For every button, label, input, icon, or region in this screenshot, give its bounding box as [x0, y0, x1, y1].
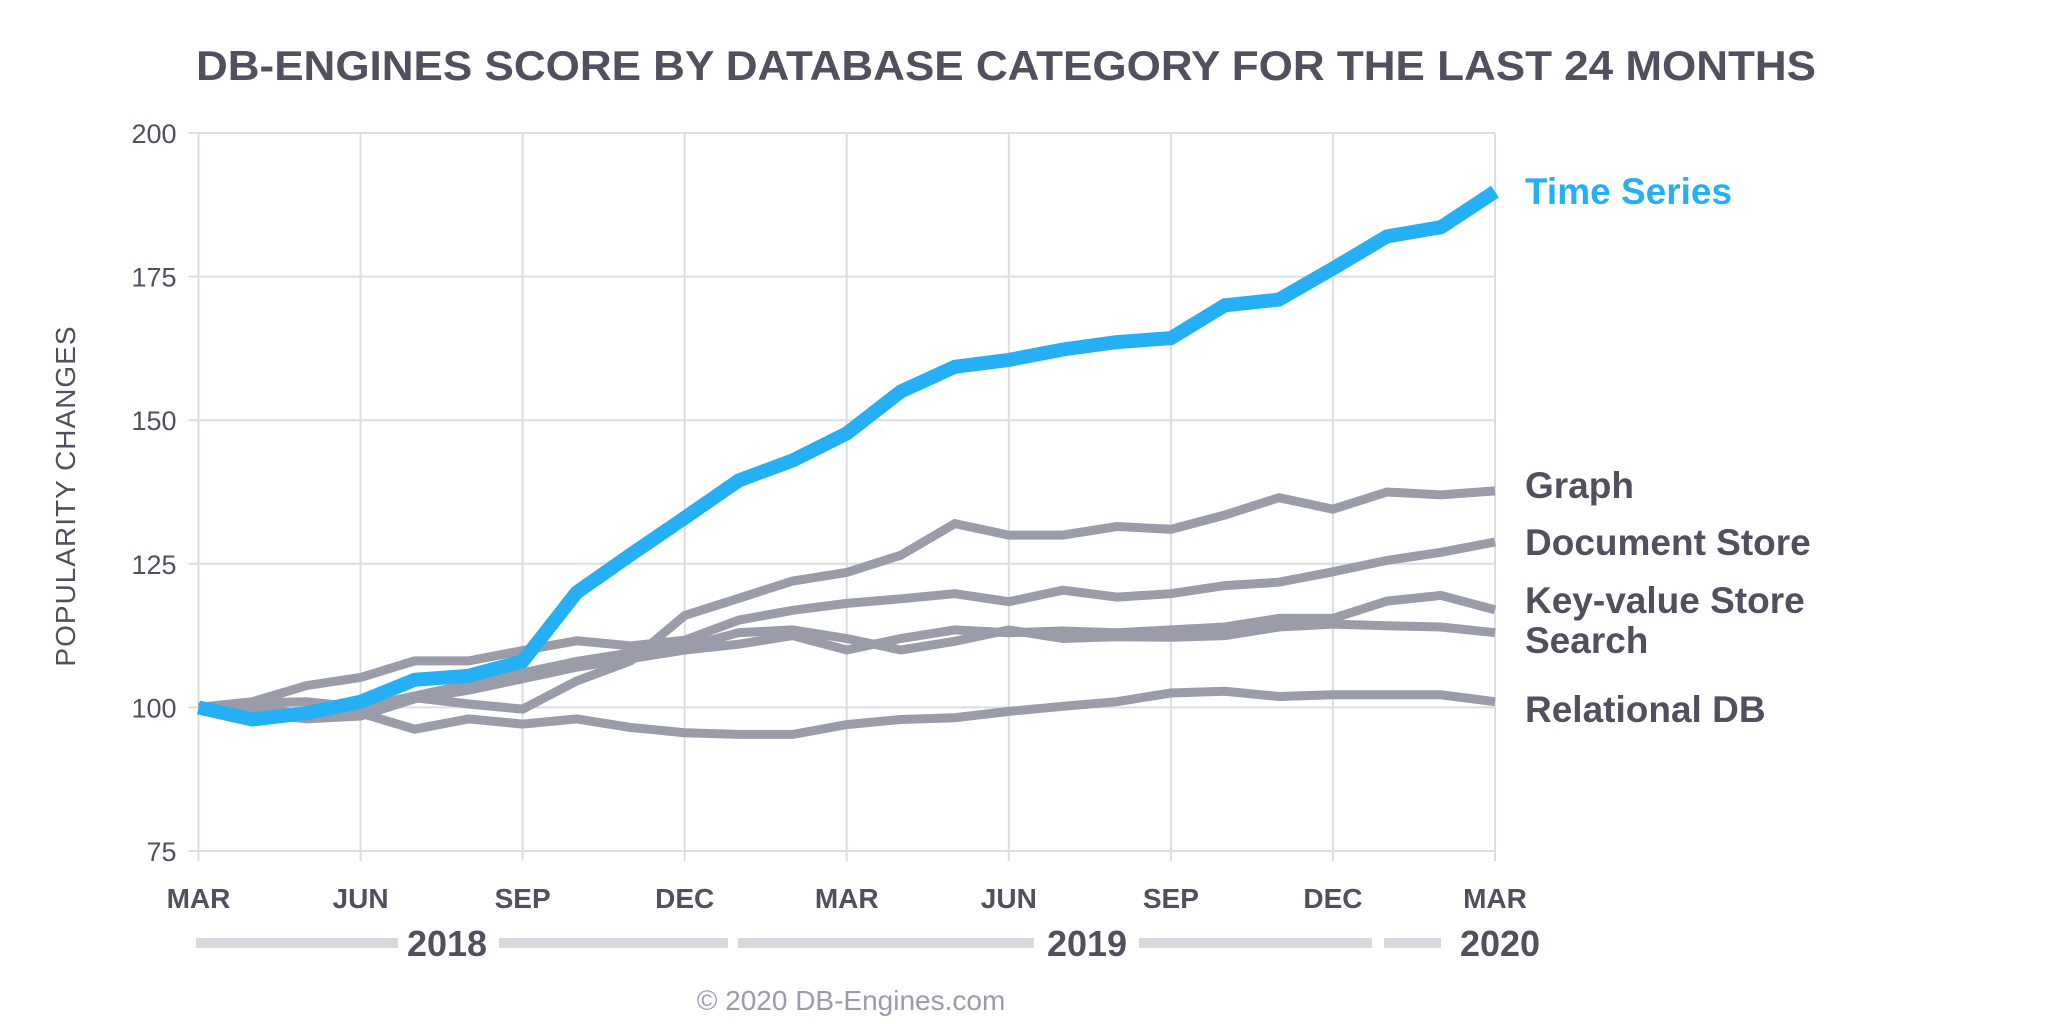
series-line-graph — [198, 486, 1496, 714]
y-tick-label: 75 — [146, 837, 176, 867]
y-tick-label: 200 — [131, 119, 176, 149]
year-label-2020: 2020 — [1460, 923, 1540, 964]
label-key-value-store: Key-value Store — [1525, 580, 1805, 621]
x-tick-label: SEP — [1143, 883, 1199, 914]
series-lines — [196, 185, 1499, 739]
year-label-2018: 2018 — [407, 923, 487, 964]
grid — [188, 132, 1496, 861]
x-tick-label: DEC — [1303, 883, 1362, 914]
label-document-store: Document Store — [1525, 522, 1811, 563]
year-label-2019: 2019 — [1047, 923, 1127, 964]
y-tick-label: 175 — [131, 263, 176, 293]
y-axis-title: POPULARITY CHANGES — [50, 325, 81, 666]
label-relational-db: Relational DB — [1525, 689, 1766, 730]
label-time-series: Time Series — [1525, 171, 1732, 212]
y-tick-label: 150 — [131, 406, 176, 436]
year-bar: 2018 2019 2020 — [196, 923, 1540, 964]
series-line-relational-db — [198, 686, 1496, 739]
x-tick-label: MAR — [815, 883, 879, 914]
chart-title: DB-ENGINES SCORE BY DATABASE CATEGORY FO… — [196, 42, 1816, 89]
series-line-time-series — [196, 185, 1499, 727]
label-graph: Graph — [1525, 465, 1634, 506]
series-line-document-store — [198, 537, 1496, 712]
x-axis: MAR JUN SEP DEC MAR JUN SEP DEC MAR — [167, 883, 1527, 914]
x-tick-label: JUN — [333, 883, 389, 914]
y-axis: 200 175 150 125 100 75 — [131, 119, 176, 867]
copyright-footer: © 2020 DB-Engines.com — [697, 985, 1006, 1016]
y-tick-label: 100 — [131, 693, 176, 723]
x-tick-label: JUN — [981, 883, 1037, 914]
x-tick-label: SEP — [495, 883, 551, 914]
x-tick-label: MAR — [167, 883, 231, 914]
x-tick-label: DEC — [655, 883, 714, 914]
label-search: Search — [1525, 620, 1648, 661]
y-tick-label: 125 — [131, 550, 176, 580]
x-tick-label: MAR — [1463, 883, 1527, 914]
